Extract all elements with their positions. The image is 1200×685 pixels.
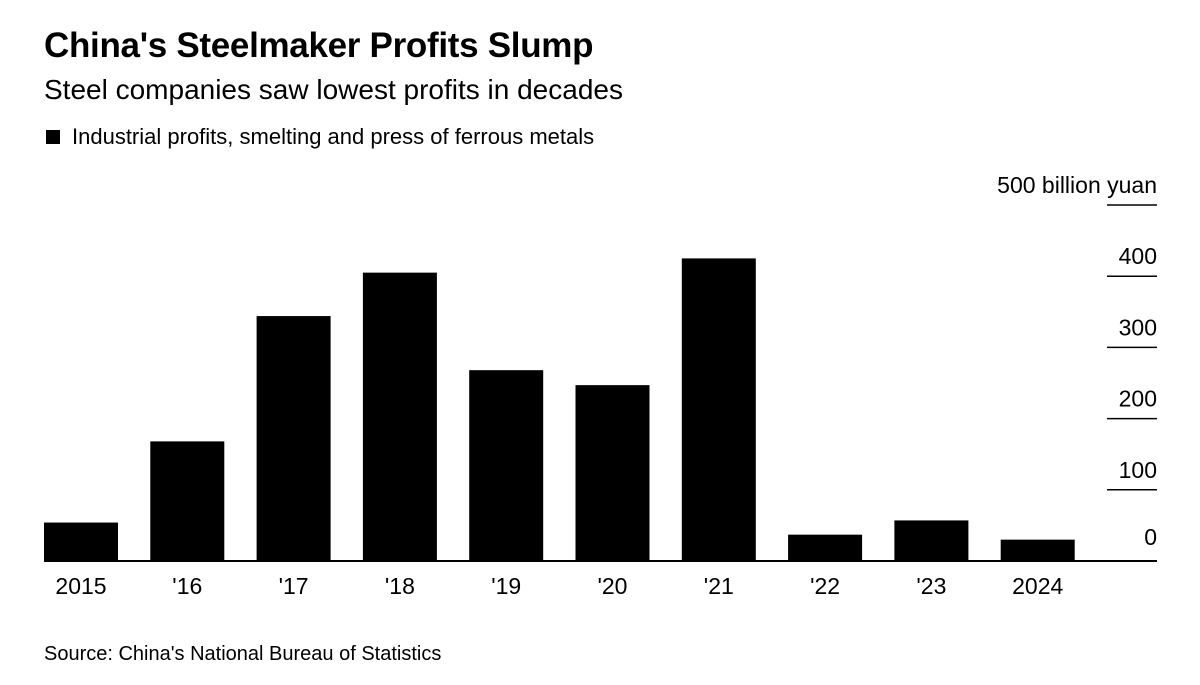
source-note: Source: China's National Bureau of Stati… (44, 643, 442, 665)
y-tick-label: 500 billion yuan (997, 172, 1157, 198)
bar-22 (788, 534, 863, 561)
x-tick-label: '17 (279, 573, 309, 599)
x-tick-label: '23 (916, 573, 946, 599)
y-tick-label: 0 (1144, 524, 1157, 550)
y-tick-label: 100 (1119, 457, 1157, 483)
x-tick-label: '21 (704, 573, 734, 599)
bar-2015 (44, 522, 118, 561)
bar-20 (575, 385, 650, 561)
bar-23 (894, 520, 969, 561)
x-tick-label: 2015 (55, 573, 106, 599)
legend-swatch (46, 130, 60, 144)
bar-2024 (1000, 539, 1075, 561)
bar-17 (256, 316, 331, 561)
bar-18 (362, 272, 437, 561)
y-tick-label: 200 (1119, 386, 1157, 412)
x-tick-label: 2024 (1012, 573, 1063, 599)
x-tick-label: '16 (172, 573, 202, 599)
chart-subtitle: Steel companies saw lowest profits in de… (44, 74, 623, 105)
bar-16 (150, 441, 225, 561)
legend: Industrial profits, smelting and press o… (46, 124, 594, 150)
y-tick-label: 300 (1119, 314, 1157, 340)
x-tick-label: '19 (491, 573, 521, 599)
bar-21 (681, 258, 756, 561)
x-tick-label: '18 (385, 573, 415, 599)
x-tick-label: '22 (810, 573, 840, 599)
y-tick-label: 400 (1119, 243, 1157, 269)
chart-title: China's Steelmaker Profits Slump (44, 26, 594, 65)
legend-label: Industrial profits, smelting and press o… (72, 124, 595, 149)
x-tick-label: '20 (598, 573, 628, 599)
bar-19 (469, 370, 544, 561)
